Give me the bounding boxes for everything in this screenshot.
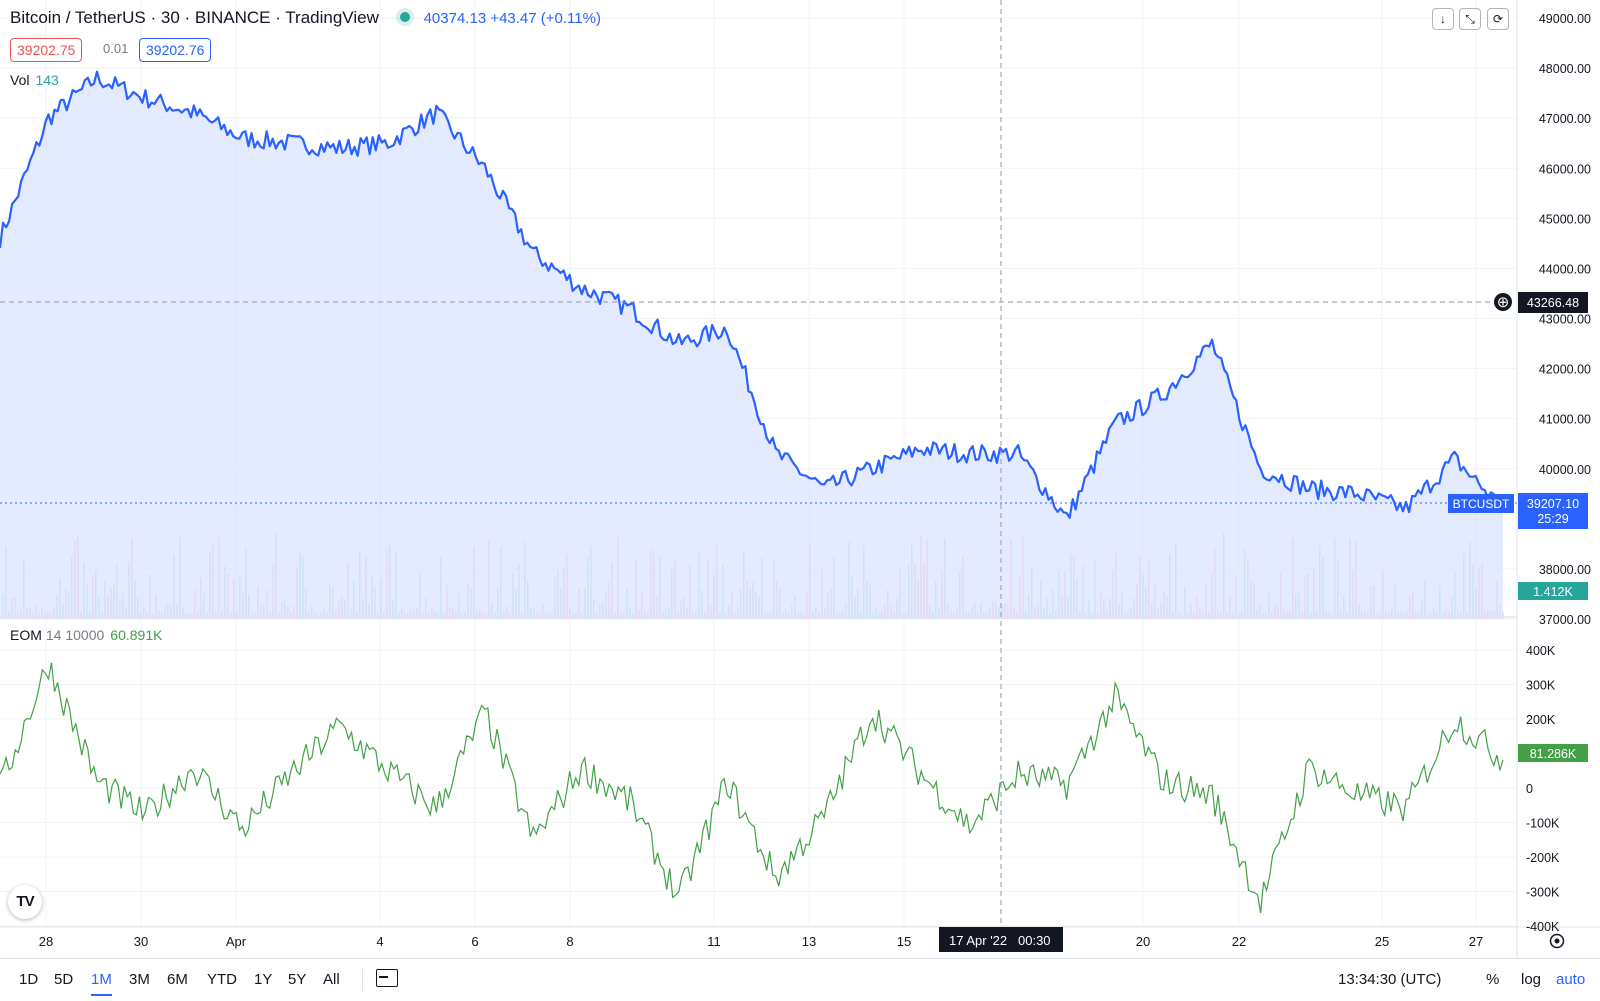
time-axis-label: 8	[566, 934, 573, 949]
time-axis-label: 13	[802, 934, 816, 949]
time-axis-label: 30	[134, 934, 148, 949]
eom-value: 60.891K	[110, 627, 163, 643]
time-axis[interactable]: 28 30 Apr 4 6 8 11 13 15 20 22 25 27	[39, 934, 1483, 949]
crosshair-price-label: ⊕ 43266.48	[1494, 292, 1588, 313]
range-5d-button[interactable]: 5D	[54, 971, 74, 988]
eom-axis-label: 0	[1526, 782, 1533, 796]
range-1y-button[interactable]: 1Y	[254, 971, 273, 988]
settings-gear-icon[interactable]	[1549, 933, 1565, 949]
eom-axis[interactable]: 400K 300K 200K 0 -100K -200K -300K -400K	[1526, 644, 1560, 934]
price-area	[0, 71, 1503, 619]
clock-timezone[interactable]: 13:34:30 (UTC)	[1338, 971, 1442, 988]
time-axis-label: 20	[1136, 934, 1150, 949]
countdown-text: 25:29	[1537, 512, 1568, 526]
price-axis-label: 38000.00	[1539, 563, 1591, 577]
interval-label[interactable]: 30	[160, 8, 180, 27]
last-price-text: 39207.10	[1527, 497, 1579, 511]
eom-axis-label: 200K	[1526, 713, 1556, 727]
volume-tag-text: 1.412K	[1533, 585, 1573, 599]
eom-tag-text: 81.286K	[1530, 747, 1577, 761]
expand-icon[interactable]: ⤡	[1459, 8, 1481, 30]
eom-label: EOM	[10, 627, 42, 643]
price-axis-label: 44000.00	[1539, 262, 1591, 276]
price-axis-label: 47000.00	[1539, 112, 1591, 126]
eom-grid	[0, 649, 1517, 927]
price-axis-label: 46000.00	[1539, 162, 1591, 176]
crosshair	[0, 0, 1517, 927]
eom-tag: 81.286K	[1518, 744, 1588, 762]
eom-axis-label: 400K	[1526, 644, 1556, 658]
eom-legend[interactable]: EOM 14 10000 60.891K	[10, 627, 162, 643]
time-axis-label: 15	[897, 934, 911, 949]
price-axis-label: 45000.00	[1539, 212, 1591, 226]
price-axis-label: 48000.00	[1539, 62, 1591, 76]
crosshair-time-text: 00:30	[1018, 933, 1051, 948]
price-axis-label: 49000.00	[1539, 12, 1591, 26]
chart-canvas[interactable]: 49000.00 48000.00 47000.00 46000.00 45000.00…	[0, 0, 1600, 958]
log-scale-toggle[interactable]: log	[1521, 971, 1542, 988]
time-axis-label: 11	[707, 934, 721, 949]
price-axis-label: 37000.00	[1539, 613, 1591, 627]
range-1m-button[interactable]: 1M	[91, 971, 112, 996]
volume-label: Vol	[10, 72, 30, 88]
time-axis-label: 27	[1469, 934, 1483, 949]
time-axis-label: 6	[471, 934, 478, 949]
range-ytd-button[interactable]: YTD	[207, 971, 237, 988]
eom-axis-label: 300K	[1526, 679, 1556, 693]
symbol-tag-text: BTCUSDT	[1453, 497, 1510, 511]
symbol-price-tag: BTCUSDT 39207.10 25:29	[1448, 493, 1588, 529]
time-axis-label: 22	[1232, 934, 1246, 949]
spread-value: 0.01	[103, 41, 129, 56]
toolbar-separator	[362, 969, 363, 991]
crosshair-date-text: 17 Apr '22	[949, 933, 1007, 948]
buy-price-button[interactable]: 39202.76	[139, 38, 212, 62]
symbol-name[interactable]: Bitcoin / TetherUS	[10, 8, 146, 27]
range-6m-button[interactable]: 6M	[167, 971, 188, 988]
price-axis-label: 42000.00	[1539, 363, 1591, 377]
time-axis-label: Apr	[226, 934, 247, 949]
range-all-button[interactable]: All	[323, 971, 340, 988]
volume-value: 143	[35, 72, 59, 88]
goto-date-icon[interactable]	[376, 969, 398, 987]
range-3m-button[interactable]: 3M	[129, 971, 150, 988]
volume-legend[interactable]: Vol 143	[10, 72, 59, 88]
eom-axis-label: -200K	[1526, 851, 1560, 865]
add-alert-icon[interactable]: ⊕	[1497, 294, 1510, 311]
eom-pane	[0, 649, 1517, 927]
volume-tag: 1.412K	[1518, 582, 1588, 600]
eom-params: 14 10000	[45, 627, 105, 643]
eom-axis-label: -400K	[1526, 920, 1560, 934]
sell-price-button[interactable]: 39202.75	[10, 38, 83, 62]
time-axis-label: 4	[376, 934, 383, 949]
auto-scale-toggle[interactable]: auto	[1556, 971, 1586, 988]
range-1d-button[interactable]: 1D	[19, 971, 39, 988]
last-price-change: 40374.13 +43.47 (+0.11%)	[423, 10, 601, 27]
range-5y-button[interactable]: 5Y	[288, 971, 307, 988]
price-pane	[0, 0, 1517, 927]
market-status-icon[interactable]	[399, 12, 410, 22]
price-axis-label: 43000.00	[1539, 313, 1591, 327]
restore-icon[interactable]: ⟳	[1487, 8, 1509, 30]
time-axis-label: 28	[39, 934, 53, 949]
percent-scale-toggle[interactable]: %	[1486, 971, 1500, 988]
price-line	[0, 70, 1504, 519]
price-axis-label: 41000.00	[1539, 413, 1591, 427]
arrow-down-icon[interactable]: ↓	[1432, 8, 1454, 30]
crosshair-price-text: 43266.48	[1527, 296, 1579, 310]
time-axis-label: 25	[1375, 934, 1389, 949]
eom-axis-label: -100K	[1526, 817, 1560, 831]
eom-line	[0, 662, 1504, 913]
crosshair-time-label: 17 Apr '22 00:30	[939, 927, 1063, 952]
tradingview-logo-icon[interactable]: TV	[8, 885, 42, 919]
source-label: TradingView	[285, 8, 379, 27]
symbol-legend: Bitcoin / TetherUS · 30 · BINANCE · Trad…	[10, 8, 601, 27]
exchange-label: BINANCE	[194, 8, 271, 27]
price-axis-label: 40000.00	[1539, 463, 1591, 477]
price-axis[interactable]: 49000.00 48000.00 47000.00 46000.00 45000.00…	[1539, 12, 1591, 627]
eom-axis-label: -300K	[1526, 886, 1560, 900]
bottom-toolbar: 1D 5D 1M 3M 6M YTD 1Y 5Y All 13:34:30 (U…	[0, 958, 1600, 1001]
